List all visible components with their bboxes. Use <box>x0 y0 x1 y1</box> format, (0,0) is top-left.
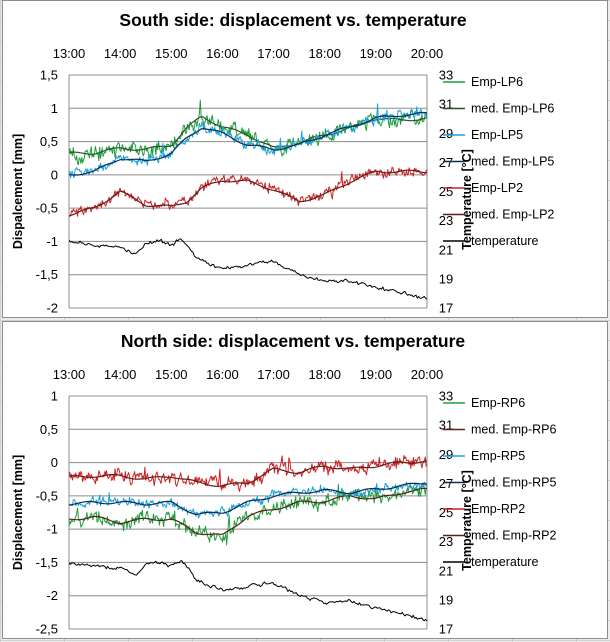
south-y2-tick-label: 19 <box>439 271 453 286</box>
north-y2-tick-label: 31 <box>439 418 453 433</box>
south-x-tick-label: 17:00 <box>257 46 290 61</box>
north-y2-tick-label: 27 <box>439 476 453 491</box>
south-series-emp-lp5 <box>69 103 427 179</box>
south-y2-tick-label: 23 <box>439 213 453 228</box>
south-x-tick-label: 19:00 <box>360 46 393 61</box>
south-legend-entry-med-emp-lp6: med. Emp-LP6 <box>471 102 554 116</box>
south-y-tick-label: -1 <box>46 234 58 249</box>
north-legend-entry-med-emp-rp5: med. Emp-RP5 <box>471 476 556 490</box>
south-y2-tick-label: 21 <box>439 242 453 257</box>
north-y-tick-label: 1 <box>51 389 58 404</box>
north-y-tick-label: -0,5 <box>36 488 58 503</box>
south-x-tick-label: 18:00 <box>308 46 341 61</box>
south-chart-title: South side: displacement vs. temperature <box>119 10 466 30</box>
south-series-med-emp-lp6 <box>69 115 427 155</box>
north-x-tick-label: 19:00 <box>360 367 393 382</box>
south-x-tick-label: 20:00 <box>411 46 444 61</box>
north-x-tick-label: 17:00 <box>257 367 290 382</box>
north-x-tick-label: 13:00 <box>53 367 86 382</box>
south-x-tick-label: 16:00 <box>206 46 239 61</box>
south-x-tick-label: 13:00 <box>53 46 86 61</box>
south-series-temperature <box>69 238 427 300</box>
north-y-tick-label: 0 <box>51 455 58 470</box>
north-x-tick-label: 15:00 <box>155 367 188 382</box>
north-y-tick-label: -2,5 <box>36 622 58 637</box>
north-y-axis-label: Displacement [mm] <box>11 455 25 570</box>
north-x-tick-label: 20:00 <box>411 367 444 382</box>
north-x-tick-label: 18:00 <box>308 367 341 382</box>
north-y2-tick-label: 29 <box>439 447 453 462</box>
south-legend-entry-emp-lp6: Emp-LP6 <box>471 75 523 89</box>
north-series-med-emp-rp5 <box>69 482 427 516</box>
south-legend-entry-temperature: temperature <box>471 234 538 248</box>
north-x-tick-label: 16:00 <box>206 367 239 382</box>
north-series-emp-rp2 <box>69 455 427 492</box>
south-y2-tick-label: 25 <box>439 184 453 199</box>
south-y-tick-label: 1,5 <box>40 68 58 83</box>
south-y2-tick-label: 27 <box>439 155 453 170</box>
south-y-axis-label: Dispalcement [mm] <box>11 134 25 249</box>
north-x-tick-label: 14:00 <box>104 367 137 382</box>
south-y-tick-label: -0,5 <box>36 201 58 216</box>
north-y2-tick-label: 21 <box>439 563 453 578</box>
north-legend-entry-temperature: temperature <box>471 555 538 569</box>
north-chart-title: North side: displacement vs. temperature <box>121 331 466 351</box>
north-y-tick-label: -1 <box>46 522 58 537</box>
north-series-med-emp-rp6 <box>69 487 427 536</box>
north-series-emp-rp6 <box>69 482 427 546</box>
south-x-tick-label: 14:00 <box>104 46 137 61</box>
north-series-emp-rp5 <box>69 481 427 519</box>
north-y2-tick-label: 25 <box>439 505 453 520</box>
north-legend-entry-emp-rp5: Emp-RP5 <box>471 449 525 463</box>
south-y-tick-label: 0,5 <box>40 134 58 149</box>
south-y2-tick-label: 17 <box>439 301 453 316</box>
north-legend-entry-med-emp-rp2: med. Emp-RP2 <box>471 529 556 543</box>
south-x-tick-label: 15:00 <box>155 46 188 61</box>
south-y2-tick-label: 29 <box>439 126 453 141</box>
north-plot-area <box>69 455 427 622</box>
south-y-tick-label: -1,5 <box>36 267 58 282</box>
south-y2-axis-label: Temperature [°C] <box>460 149 474 250</box>
chart-panel-north[interactable]: North side: displacement vs. temperature… <box>2 321 608 639</box>
north-legend-entry-med-emp-rp6: med. Emp-RP6 <box>471 423 556 437</box>
south-legend-entry-med-emp-lp5: med. Emp-LP5 <box>471 155 554 169</box>
south-y-tick-label: 0 <box>51 167 58 182</box>
north-series-temperature <box>69 560 427 622</box>
north-y2-tick-label: 33 <box>439 389 453 404</box>
south-series-med-emp-lp5 <box>69 111 427 176</box>
north-y-tick-label: -2 <box>46 588 58 603</box>
chart-panel-south[interactable]: South side: displacement vs. temperature… <box>2 0 608 318</box>
north-legend-entry-emp-rp6: Emp-RP6 <box>471 396 525 410</box>
south-y2-tick-label: 33 <box>439 68 453 83</box>
south-series-emp-lp2 <box>69 166 427 217</box>
north-y2-axis-label: Temperature [°C] <box>460 470 474 571</box>
south-y-tick-label: -2 <box>46 301 58 316</box>
north-y-tick-label: 0,5 <box>40 422 58 437</box>
south-legend-entry-emp-lp5: Emp-LP5 <box>471 128 523 142</box>
north-y2-tick-label: 17 <box>439 622 453 637</box>
south-y2-tick-label: 31 <box>439 97 453 112</box>
chart-south: South side: displacement vs. temperature… <box>11 10 554 316</box>
south-legend-entry-med-emp-lp2: med. Emp-LP2 <box>471 208 554 222</box>
north-legend-entry-emp-rp2: Emp-RP2 <box>471 502 525 516</box>
north-y-tick-label: -1,5 <box>36 555 58 570</box>
north-y2-tick-label: 23 <box>439 534 453 549</box>
south-legend-entry-emp-lp2: Emp-LP2 <box>471 181 523 195</box>
south-series-emp-lp6 <box>69 99 427 166</box>
chart-north: North side: displacement vs. temperature… <box>11 331 556 637</box>
south-plot-area <box>69 99 427 300</box>
north-series-med-emp-rp2 <box>69 460 427 487</box>
south-y-tick-label: 1 <box>51 101 58 116</box>
north-y2-tick-label: 19 <box>439 592 453 607</box>
south-series-med-emp-lp2 <box>69 169 427 217</box>
